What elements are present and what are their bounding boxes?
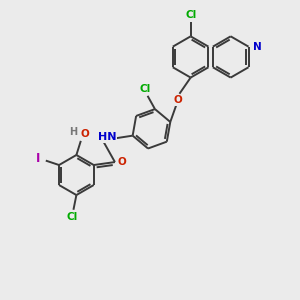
Text: Cl: Cl [66,212,78,222]
Text: N: N [253,42,262,52]
Text: Cl: Cl [140,84,151,94]
Text: HN: HN [98,132,117,142]
Text: Cl: Cl [185,10,196,20]
Text: O: O [81,129,90,140]
Text: H: H [69,127,77,137]
Text: I: I [36,152,40,165]
Text: O: O [174,95,182,105]
Text: O: O [118,157,127,167]
